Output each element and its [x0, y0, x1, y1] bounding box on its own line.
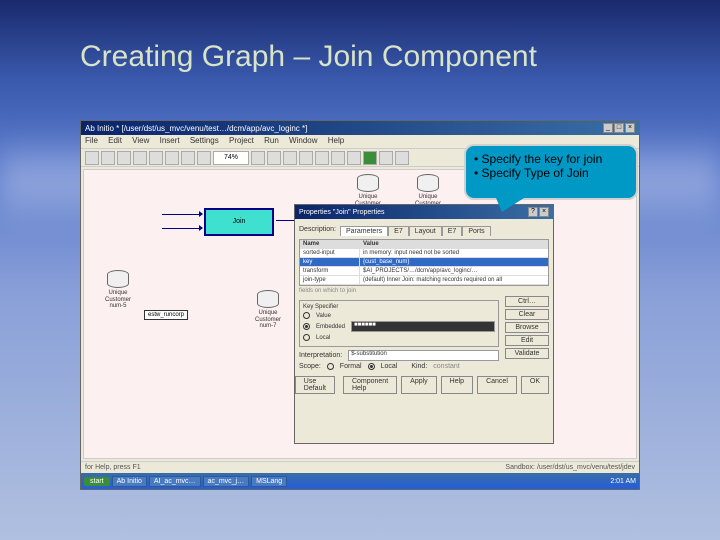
zoom-level[interactable]: 74%	[213, 151, 249, 165]
task-4[interactable]: MSLang	[251, 476, 287, 487]
interp-label: Interpretation:	[299, 352, 342, 359]
tb-btn-10[interactable]	[267, 151, 281, 165]
dialog-help-icon[interactable]: ?	[528, 207, 538, 217]
tab-e7b[interactable]: E7	[442, 226, 463, 236]
menu-view[interactable]: View	[132, 136, 149, 145]
tab-layout[interactable]: Layout	[409, 226, 442, 236]
close-icon[interactable]: ×	[625, 123, 635, 133]
tb-btn-3[interactable]	[117, 151, 131, 165]
tb-btn-9[interactable]	[251, 151, 265, 165]
tb-btn-14[interactable]	[331, 151, 345, 165]
dialog-close-icon[interactable]: ×	[539, 207, 549, 217]
tb-btn-18[interactable]	[395, 151, 409, 165]
tb-btn-1[interactable]	[85, 151, 99, 165]
tb-btn-15[interactable]	[347, 151, 361, 165]
callout-bullet-1: • Specify the key for join	[474, 152, 628, 166]
tb-btn-4[interactable]	[133, 151, 147, 165]
db-node-unique-customer-5[interactable]: Unique Customer num-5	[104, 270, 132, 300]
tab-ports[interactable]: Ports	[462, 226, 490, 236]
btn-ctrl[interactable]: Ctrl…	[505, 296, 549, 307]
radio-local-label: Local	[316, 335, 330, 341]
desc-label: Description:	[299, 226, 336, 236]
radio-local[interactable]	[303, 334, 310, 341]
fieldset-hint: fields on which to join	[299, 288, 549, 294]
scope-local[interactable]	[368, 363, 375, 370]
menu-window[interactable]: Window	[289, 136, 317, 145]
menu-run[interactable]: Run	[264, 136, 279, 145]
btn-comp-help[interactable]: Component Help	[343, 376, 397, 394]
grid-hdr-name: Name	[300, 240, 360, 248]
maximize-icon[interactable]: □	[614, 123, 624, 133]
box-estw-runcorp[interactable]: estw_runcorp	[144, 310, 188, 320]
btn-use-default[interactable]: Use Default	[295, 376, 335, 394]
grid-row-2[interactable]: transform $AI_PROJECTS/…/dcm/app/avc_log…	[300, 267, 548, 276]
tb-btn-2[interactable]	[101, 151, 115, 165]
menu-settings[interactable]: Settings	[190, 136, 219, 145]
tb-btn-6[interactable]	[165, 151, 179, 165]
minimize-icon[interactable]: _	[603, 123, 613, 133]
db-node-unique-customer-7[interactable]: Unique Customer num-7	[254, 290, 282, 320]
app-title-text: Ab Initio * [/user/dst/us_mvc/venu/test……	[85, 124, 307, 133]
grid-row-1[interactable]: key {cust_base_num}	[300, 258, 548, 267]
menu-file[interactable]: File	[85, 136, 98, 145]
btn-help[interactable]: Help	[441, 376, 473, 394]
task-3[interactable]: ac_mvc_j…	[203, 476, 250, 487]
window-controls: _ □ ×	[603, 123, 635, 133]
menu-project[interactable]: Project	[229, 136, 254, 145]
tb-btn-12[interactable]	[299, 151, 313, 165]
callout-box: • Specify the key for join • Specify Typ…	[464, 144, 638, 200]
db-node-unique-customer[interactable]: Unique Customer num-3	[414, 174, 442, 204]
key-fieldset-label: Key Specifier	[303, 304, 495, 310]
dialog-title: Properties "Join" Properties	[299, 209, 385, 216]
tb-btn-8[interactable]	[197, 151, 211, 165]
join-component[interactable]: Join	[204, 208, 274, 236]
radio-embedded-label: Embedded	[316, 324, 345, 330]
tab-parameters[interactable]: Parameters	[340, 226, 388, 236]
system-tray[interactable]: 2:01 AM	[610, 478, 636, 485]
interp-input[interactable]: $-substitution	[348, 350, 499, 361]
taskbar: start Ab Initio AI_ac_mvc… ac_mvc_j… MSL…	[81, 473, 639, 489]
radio-value[interactable]	[303, 312, 310, 319]
task-1[interactable]: Ab Initio	[112, 476, 147, 487]
kind-value: constant	[433, 363, 459, 370]
tab-e7a[interactable]: E7	[388, 226, 409, 236]
btn-cancel[interactable]: Cancel	[477, 376, 517, 394]
grid-row-3[interactable]: join-type (default) Inner Join: matching…	[300, 276, 548, 285]
tb-btn-17[interactable]	[379, 151, 393, 165]
radio-embedded[interactable]	[303, 323, 310, 330]
btn-apply[interactable]: Apply	[401, 376, 437, 394]
btn-browse[interactable]: Browse	[505, 322, 549, 333]
btn-edit[interactable]: Edit	[505, 335, 549, 346]
dialog-tabs: Description: Parameters E7 Layout E7 Por…	[299, 226, 549, 236]
tb-btn-16[interactable]	[363, 151, 377, 165]
slide-title: Creating Graph – Join Component	[80, 40, 537, 74]
tb-btn-11[interactable]	[283, 151, 297, 165]
scope-label: Scope:	[299, 363, 321, 370]
menu-help[interactable]: Help	[328, 136, 344, 145]
grid-hdr-value: Value	[360, 240, 548, 248]
app-titlebar: Ab Initio * [/user/dst/us_mvc/venu/test……	[81, 121, 639, 135]
tb-btn-5[interactable]	[149, 151, 163, 165]
btn-validate[interactable]: Validate	[505, 348, 549, 359]
callout-bullet-2: • Specify Type of Join	[474, 166, 628, 180]
menu-edit[interactable]: Edit	[108, 136, 122, 145]
grid-row-0[interactable]: sorted-input in memory: input need not b…	[300, 249, 548, 258]
tb-btn-13[interactable]	[315, 151, 329, 165]
btn-clear[interactable]: Clear	[505, 309, 549, 320]
start-button[interactable]: start	[84, 477, 110, 486]
radio-value-label: Value	[316, 313, 331, 319]
properties-dialog: Properties "Join" Properties ? × Descrip…	[294, 204, 554, 444]
db-node-unique-customer-2[interactable]: Unique Customer num-2	[354, 174, 382, 204]
scope-formal[interactable]	[327, 363, 334, 370]
embedded-input[interactable]: ■■■■■■	[351, 321, 495, 332]
param-grid[interactable]: Name Value sorted-input in memory: input…	[299, 239, 549, 286]
kind-label: Kind:	[411, 363, 427, 370]
key-fieldset: Key Specifier Value Embedded ■■■■■■	[299, 300, 499, 347]
btn-ok[interactable]: OK	[521, 376, 549, 394]
menu-insert[interactable]: Insert	[160, 136, 180, 145]
task-2[interactable]: AI_ac_mvc…	[149, 476, 201, 487]
tb-btn-7[interactable]	[181, 151, 195, 165]
graph-canvas[interactable]: Unique Customer num-5 Unique Customer nu…	[83, 169, 637, 459]
